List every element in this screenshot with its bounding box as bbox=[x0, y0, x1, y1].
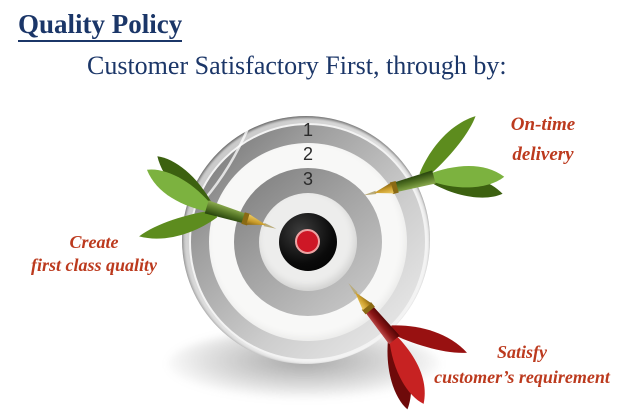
ring-number-3: 3 bbox=[302, 169, 313, 189]
dartboard-bullseye bbox=[295, 229, 320, 254]
callout-line-2: delivery bbox=[512, 144, 574, 165]
callout-line-2: first class quality bbox=[30, 255, 157, 275]
page-title-text: Quality Policy bbox=[18, 9, 183, 42]
ring-number-2: 2 bbox=[302, 144, 313, 164]
callout-satisfy-customers-requirement: Satisfy customer’s requirement bbox=[415, 340, 629, 390]
slide-subtitle: Customer Satisfactory First, through by: bbox=[87, 51, 507, 80]
callout-line-1: On-time bbox=[510, 114, 576, 135]
callout-line-1: Satisfy bbox=[496, 342, 547, 362]
callout-line-1: Create bbox=[69, 232, 119, 252]
callout-line-2: customer’s requirement bbox=[434, 367, 610, 387]
page-title: Quality Policy bbox=[18, 9, 183, 42]
ring-number-1: 1 bbox=[302, 120, 313, 140]
callout-create-first-class-quality: Create first class quality bbox=[12, 231, 176, 277]
callout-on-time-delivery: On-time delivery bbox=[476, 110, 610, 170]
